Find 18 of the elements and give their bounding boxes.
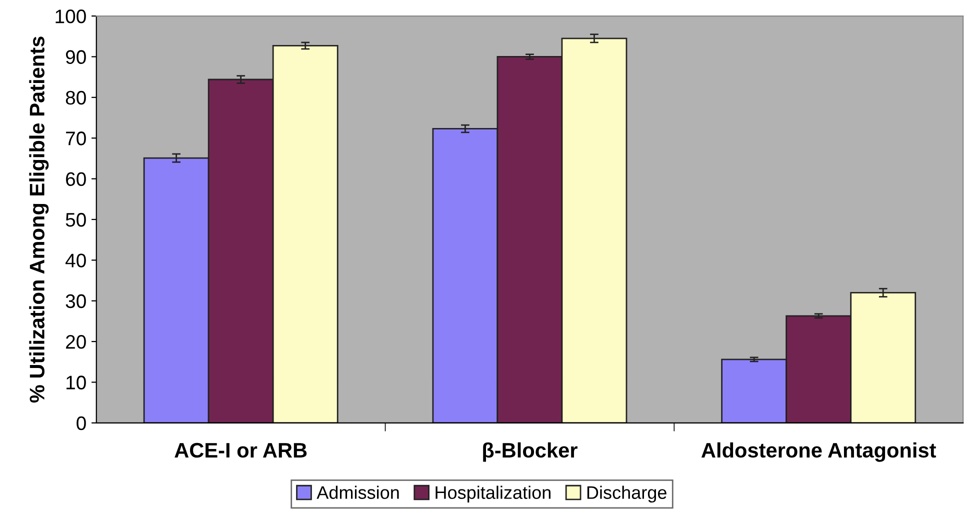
y-tick-label: 100 [56,9,86,24]
y-tick-label: 70 [66,132,86,146]
y-tick-label: 0 [76,416,86,430]
y-axis-title: % Utilization Among Eligible Patients [29,36,49,403]
y-tick-label: 50 [66,212,86,227]
x-tick-label: β-Blocker [483,442,578,462]
y-tick-label: 90 [66,50,86,64]
legend-label: Hospitalization [436,486,550,503]
y-tick-label: 20 [66,335,86,349]
y-tick-label: 40 [66,254,86,268]
x-tick-label: Aldosterone Antagonist [701,442,936,462]
legend-label: Admission [316,486,399,499]
y-tick-label: 60 [66,172,86,186]
y-tick-label: 10 [66,376,86,390]
y-tick-label: 30 [66,294,86,308]
y-tick-label: 80 [66,90,86,105]
legend-label: Discharge [587,486,666,503]
x-tick-label: ACE-I or ARB [174,442,307,458]
